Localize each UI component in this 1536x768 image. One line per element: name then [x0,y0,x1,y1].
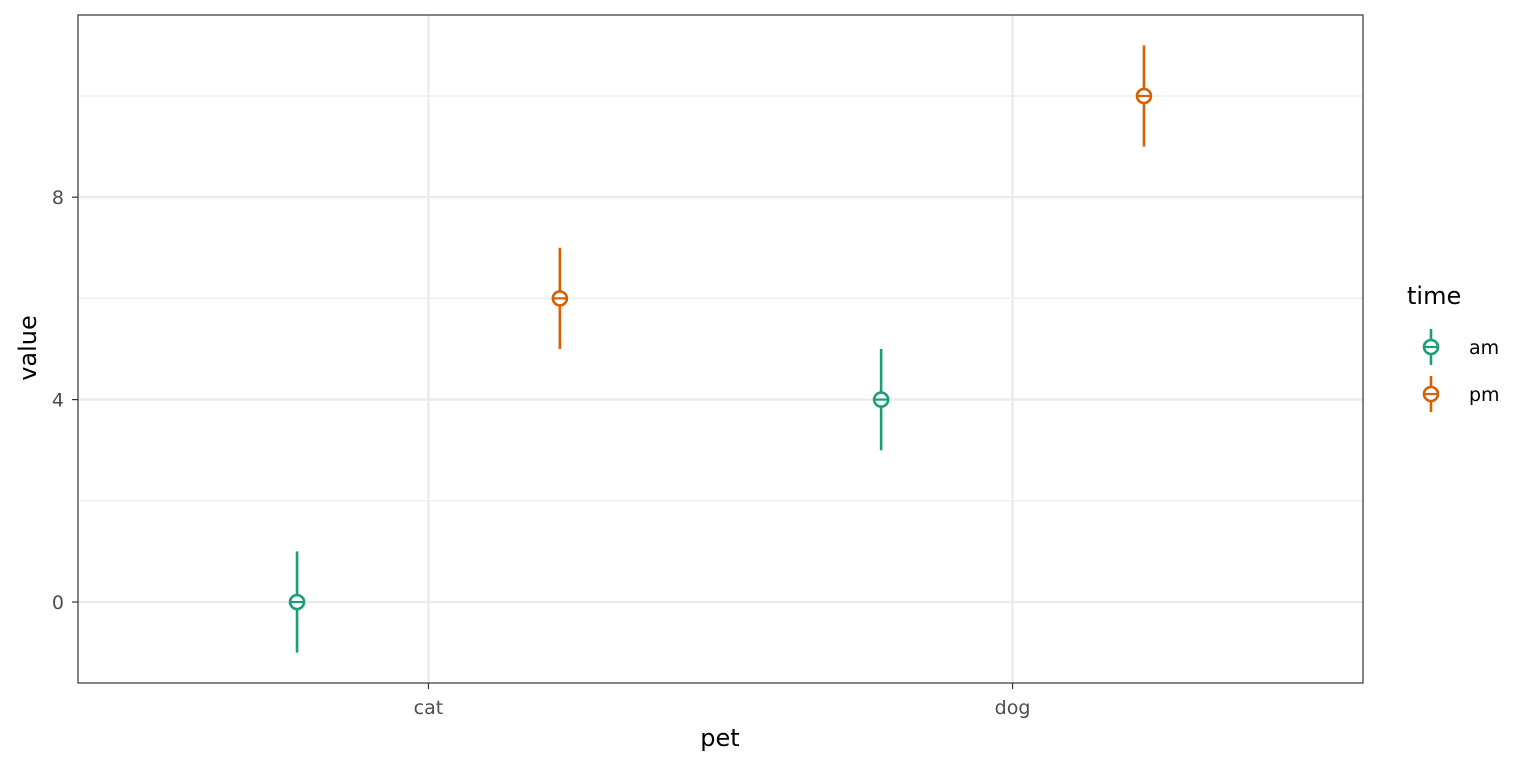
legend-title: time [1407,282,1461,310]
legend-label: am [1469,337,1499,359]
x-axis-title: pet [700,724,739,752]
y-tick-label: 0 [52,592,64,614]
x-axis: cat dog [414,683,1031,719]
y-axis-title: value [14,315,42,381]
y-tick-label: 8 [52,187,64,209]
y-tick-label: 4 [52,390,64,412]
x-tick-label: dog [995,697,1031,719]
x-tick-label: cat [414,697,444,719]
legend-items: am pm [1422,329,1500,412]
y-axis: 0 4 8 [52,187,78,614]
legend: time am pm [1407,282,1500,412]
legend-label: pm [1469,384,1500,406]
data-marks [288,45,1153,653]
panel-border [77,14,1364,684]
